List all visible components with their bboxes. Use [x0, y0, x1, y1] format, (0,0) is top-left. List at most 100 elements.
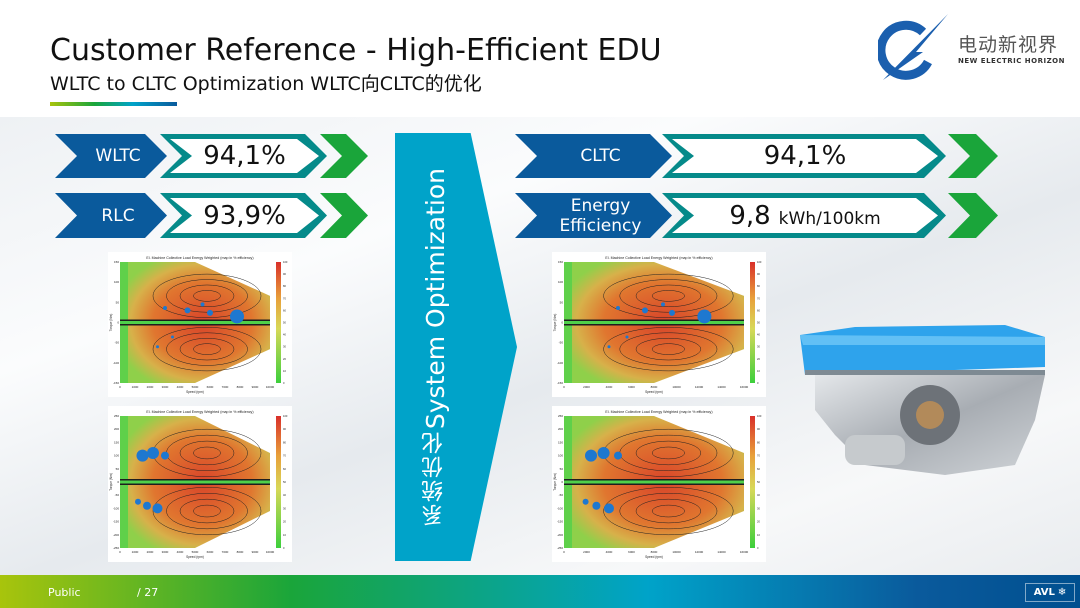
x-tick-label: 14000: [717, 385, 726, 389]
rlc-value: 93,9%: [170, 198, 319, 233]
y-tick-label: -150: [113, 381, 119, 385]
colorbar-tick-label: 60: [757, 467, 760, 471]
operating-point: [161, 451, 169, 460]
y-tick-label: 250: [558, 414, 563, 418]
y-tick-label: 200: [558, 427, 563, 431]
page-subtitle: WLTC to CLTC Optimization WLTC向CLTC的优化: [50, 73, 482, 95]
operating-point: [661, 302, 665, 307]
operating-point: [200, 302, 205, 307]
operating-point: [143, 501, 151, 510]
cltc-value: 94,1%: [672, 139, 938, 173]
x-tick-label: 12000: [695, 385, 704, 389]
x-tick-label: 6000: [207, 385, 214, 389]
x-tick-label: 2000: [583, 550, 590, 554]
arrow-text-cn: 系统优化: [422, 429, 447, 526]
colorbar-tick-label: 70: [283, 296, 286, 300]
x-tick-label: 4000: [177, 385, 184, 389]
y-tick-label: 0: [117, 321, 119, 325]
colorbar-tick-label: 90: [283, 272, 286, 276]
colorbar-tick-label: 70: [283, 454, 286, 458]
x-tick-label: 0: [563, 385, 565, 389]
avl-logo-text: AVL: [1033, 587, 1055, 598]
energy-efficiency-label: Energy Efficiency: [515, 193, 672, 238]
y-tick-label: 100: [558, 280, 563, 284]
colorbar-tick-label: 50: [757, 480, 760, 484]
colorbar-tick-label: 20: [757, 520, 760, 524]
map-title: El. Machine Collective Load Energy Weigh…: [146, 410, 253, 414]
y-tick-label: 150: [114, 440, 119, 444]
x-tick-label: 6000: [628, 385, 635, 389]
y-tick-label: 250: [114, 414, 119, 418]
x-tick-label: 16000: [740, 550, 749, 554]
x-tick-label: 8000: [237, 550, 244, 554]
x-tick-label: 10000: [672, 550, 681, 554]
classification-label: Public: [48, 586, 81, 599]
x-axis-label: Speed (rpm): [186, 390, 204, 394]
operating-point: [614, 451, 622, 460]
y-tick-label: -150: [557, 381, 563, 385]
operating-point: [152, 503, 163, 514]
y-tick-label: 50: [116, 300, 120, 304]
operating-point: [625, 335, 629, 339]
x-tick-label: 4000: [606, 385, 613, 389]
operating-point: [136, 449, 149, 462]
colorbar-tick-label: 30: [757, 345, 760, 349]
colorbar-tick-label: 80: [283, 440, 286, 444]
x-tick-label: 5000: [192, 385, 199, 389]
colorbar-tick-label: 60: [283, 308, 286, 312]
x-tick-label: 1000: [132, 550, 139, 554]
operating-point: [184, 307, 191, 314]
x-tick-label: 12000: [695, 550, 704, 554]
colorbar-tick-label: 80: [283, 284, 286, 288]
y-tick-label: -250: [113, 546, 119, 550]
colorbar-tick-label: 20: [283, 357, 286, 361]
colorbar-tick-label: 0: [283, 381, 285, 385]
y-tick-label: 150: [558, 440, 563, 444]
rlc-value-box: 93,9%: [160, 193, 327, 238]
operating-point: [163, 305, 167, 310]
x-tick-label: 10000: [266, 550, 275, 554]
x-tick-label: 6000: [628, 550, 635, 554]
arrow-text-en: System Optimization: [420, 168, 450, 430]
y-tick-label: 50: [116, 467, 120, 471]
efficiency-map-wltc-1: El. Machine Collective Load Energy Weigh…: [108, 252, 292, 397]
y-tick-label: -50: [559, 341, 564, 345]
y-tick-label: 150: [114, 260, 119, 264]
operating-point: [669, 309, 675, 316]
y-tick-label: -150: [113, 520, 119, 524]
y-tick-label: 50: [560, 300, 564, 304]
system-optimization-text: System Optimization 系统优化: [395, 133, 475, 561]
operating-point: [607, 345, 611, 349]
colorbar-tick-label: 100: [757, 260, 762, 264]
y-tick-label: -50: [115, 341, 120, 345]
x-tick-label: 6000: [207, 550, 214, 554]
page-number: / 27: [137, 586, 159, 599]
x-tick-label: 1000: [132, 385, 139, 389]
x-tick-label: 0: [119, 385, 121, 389]
efficiency-map-cltc-1: El. Machine Collective Load Energy Weigh…: [552, 252, 766, 397]
energy-efficiency-unit: kWh/100km: [778, 208, 881, 229]
operating-point: [135, 498, 141, 505]
wltc-value-box: 94,1%: [160, 134, 327, 178]
footer-bar: [0, 575, 1080, 608]
x-tick-label: 8000: [651, 550, 658, 554]
avl-logo: AVL ❄: [1025, 583, 1075, 602]
efficiency-map-cltc-2: El. Machine Collective Load Energy Weigh…: [552, 406, 766, 562]
y-tick-label: -50: [559, 493, 564, 497]
colorbar-tick-label: 0: [757, 381, 759, 385]
operating-point: [147, 446, 159, 459]
y-tick-label: -250: [557, 546, 563, 550]
map-title: El. Machine Collective Load Energy Weigh…: [605, 410, 712, 414]
colorbar-tick-label: 50: [757, 321, 760, 325]
operating-point: [604, 503, 614, 514]
wltc-value: 94,1%: [170, 139, 319, 173]
y-tick-label: -200: [557, 533, 563, 537]
y-tick-label: 100: [114, 280, 119, 284]
x-tick-label: 3000: [162, 550, 169, 554]
y-axis-label: Torque (Nm): [109, 314, 113, 332]
y-tick-label: 0: [117, 480, 119, 484]
colorbar-tick-label: 90: [283, 427, 286, 431]
operating-point: [207, 309, 213, 316]
operating-point: [616, 305, 620, 310]
operating-point: [171, 335, 174, 339]
